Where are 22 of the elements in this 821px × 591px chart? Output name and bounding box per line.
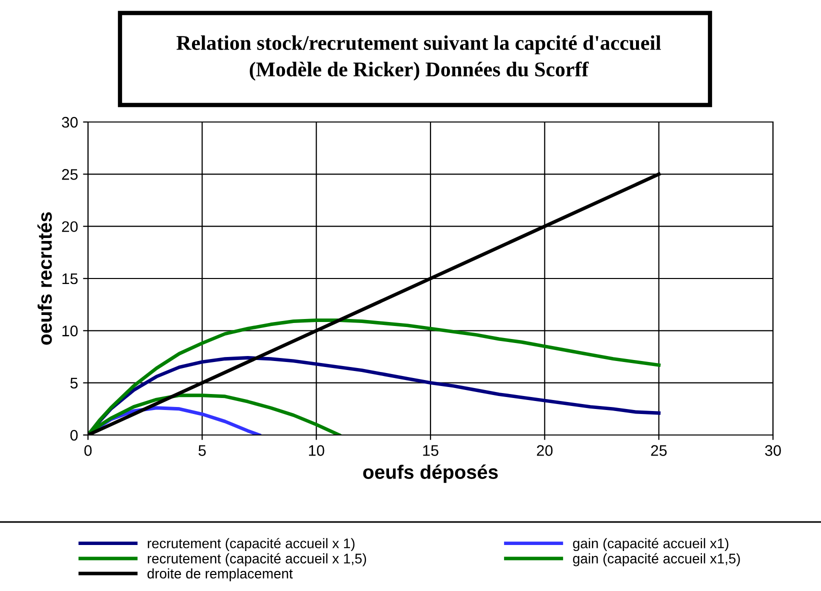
x-axis-title: oeufs déposés xyxy=(363,464,498,483)
x-tick-label: 25 xyxy=(651,445,667,456)
x-tick-label: 20 xyxy=(536,445,553,456)
legend-label: recrutement (capacité accueil x 1,5) xyxy=(148,553,366,566)
y-tick-label: 10 xyxy=(62,326,78,336)
x-tick-label: 30 xyxy=(765,445,781,456)
y-tick-label: 20 xyxy=(62,221,78,232)
legend-label: recrutement (capacité accueil x 1) xyxy=(148,538,354,552)
y-axis-title: oeufs recrutés xyxy=(37,212,52,345)
x-tick-label: 0 xyxy=(84,445,92,456)
y-tick-label: 5 xyxy=(70,378,78,389)
y-tick-label: 0 xyxy=(70,430,78,441)
legend-label: gain (capacité accueil x1) xyxy=(573,538,728,552)
x-tick-label: 15 xyxy=(423,445,438,456)
x-tick-label: 5 xyxy=(198,445,206,456)
y-tick-label: 25 xyxy=(62,169,78,180)
y-tick-label: 30 xyxy=(62,116,78,128)
x-tick-label: 10 xyxy=(309,445,324,456)
chart-title: Relation stock/recrutement suivant la capcité d'accueil (Modèle de Ricker) Données du Scorff xyxy=(176,35,661,81)
legend-label: droite de remplacement xyxy=(148,568,293,582)
y-tick-label: 15 xyxy=(62,274,78,284)
legend-label: gain (capacité accueil x1,5) xyxy=(573,553,740,566)
